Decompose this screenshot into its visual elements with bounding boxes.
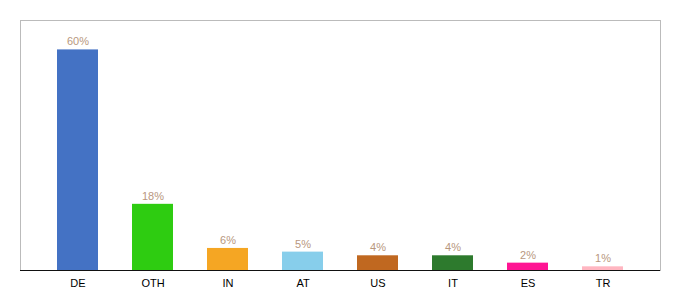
svg-text:IN: IN <box>223 277 234 289</box>
svg-text:AT: AT <box>296 277 310 289</box>
svg-text:OTH: OTH <box>141 277 164 289</box>
svg-text:1%: 1% <box>595 252 611 264</box>
svg-text:IT: IT <box>448 277 458 289</box>
svg-text:DE: DE <box>70 277 85 289</box>
svg-text:2%: 2% <box>520 249 536 261</box>
svg-text:5%: 5% <box>295 238 311 250</box>
svg-text:ES: ES <box>521 277 536 289</box>
svg-text:4%: 4% <box>370 241 386 253</box>
svg-text:4%: 4% <box>445 241 461 253</box>
svg-text:US: US <box>370 277 385 289</box>
svg-text:60%: 60% <box>67 35 89 47</box>
svg-text:6%: 6% <box>220 234 236 246</box>
svg-text:18%: 18% <box>142 190 164 202</box>
svg-text:TR: TR <box>596 277 611 289</box>
